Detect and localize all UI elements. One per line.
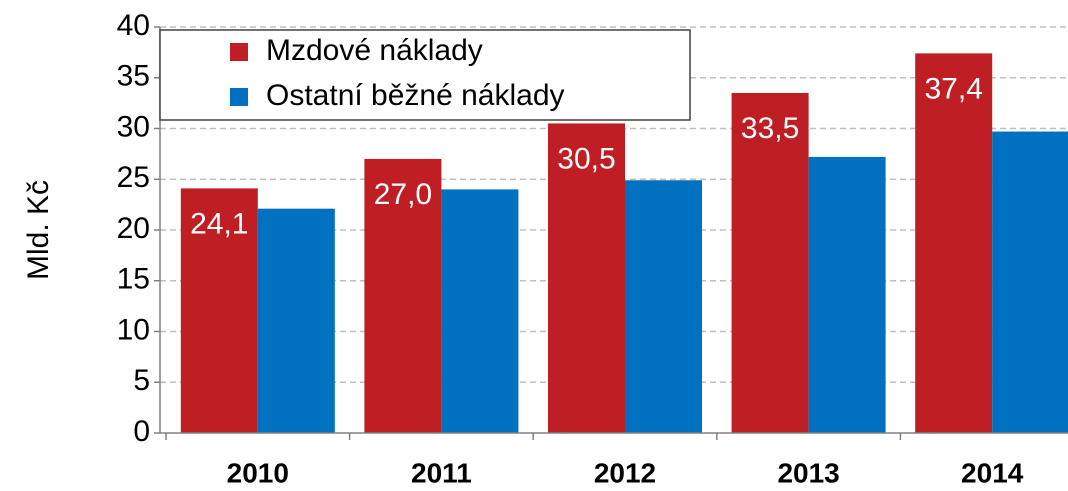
x-tick-label: 2012 bbox=[594, 457, 656, 488]
y-tick-label: 35 bbox=[117, 60, 150, 93]
y-tick-label: 0 bbox=[133, 415, 150, 448]
data-label: 33,5 bbox=[741, 112, 799, 145]
bars bbox=[180, 53, 1068, 434]
data-label: 27,0 bbox=[374, 178, 432, 211]
y-tick-label: 40 bbox=[117, 9, 150, 42]
legend-swatch bbox=[230, 88, 248, 106]
x-tick-label: 2013 bbox=[777, 457, 839, 488]
x-tick-label: 2014 bbox=[961, 457, 1024, 488]
bar bbox=[915, 53, 993, 433]
y-axis-label: Mld. Kč bbox=[22, 180, 55, 280]
legend-swatch bbox=[230, 43, 248, 61]
x-tick-label: 2011 bbox=[411, 457, 472, 488]
y-tick-label: 20 bbox=[117, 212, 150, 245]
legend: Mzdové náklady Ostatní běžné náklady bbox=[159, 29, 691, 121]
data-label: 24,1 bbox=[190, 207, 248, 240]
y-tick-label: 5 bbox=[133, 364, 150, 397]
bar bbox=[731, 92, 809, 433]
data-label: 37,4 bbox=[925, 72, 983, 105]
bar bbox=[364, 158, 442, 433]
bar bbox=[257, 208, 335, 433]
bar bbox=[992, 131, 1068, 434]
y-tick-label: 30 bbox=[117, 110, 150, 143]
legend-label: Ostatní běžné náklady bbox=[266, 79, 565, 112]
data-label: 30,5 bbox=[557, 142, 615, 175]
y-tick-label: 10 bbox=[117, 313, 150, 346]
y-tick-label: 15 bbox=[117, 263, 150, 296]
bar bbox=[441, 189, 519, 433]
x-tick-label: 2010 bbox=[227, 457, 289, 488]
bar bbox=[548, 123, 625, 434]
legend-box bbox=[159, 29, 691, 121]
y-tick-label: 25 bbox=[117, 161, 150, 194]
legend-label: Mzdové náklady bbox=[266, 34, 483, 67]
bar bbox=[625, 180, 702, 433]
bar bbox=[180, 188, 258, 433]
bar bbox=[808, 156, 886, 434]
